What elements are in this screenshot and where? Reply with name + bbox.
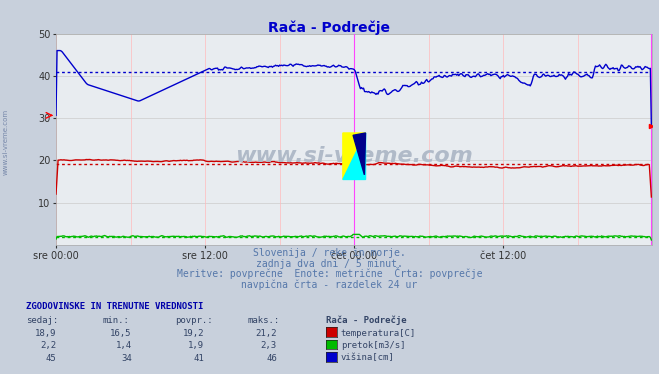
Text: 18,9: 18,9	[34, 329, 56, 338]
Text: 2,3: 2,3	[261, 341, 277, 350]
Text: ZGODOVINSKE IN TRENUTNE VREDNOSTI: ZGODOVINSKE IN TRENUTNE VREDNOSTI	[26, 301, 204, 310]
Polygon shape	[343, 133, 366, 180]
Text: Meritve: povprečne  Enote: metrične  Črta: povprečje: Meritve: povprečne Enote: metrične Črta:…	[177, 267, 482, 279]
Text: www.si-vreme.com: www.si-vreme.com	[235, 146, 473, 166]
Text: pretok[m3/s]: pretok[m3/s]	[341, 341, 405, 350]
Text: Rača - Podrečje: Rača - Podrečje	[326, 315, 407, 325]
Text: povpr.:: povpr.:	[175, 316, 212, 325]
Text: 21,2: 21,2	[255, 329, 277, 338]
Text: www.si-vreme.com: www.si-vreme.com	[2, 109, 9, 175]
Text: 34: 34	[121, 353, 132, 362]
Text: 16,5: 16,5	[110, 329, 132, 338]
Polygon shape	[343, 133, 366, 180]
Text: 19,2: 19,2	[183, 329, 204, 338]
Text: zadnja dva dni / 5 minut.: zadnja dva dni / 5 minut.	[256, 259, 403, 269]
Text: 1,9: 1,9	[188, 341, 204, 350]
Text: sedaj:: sedaj:	[26, 316, 59, 325]
Text: 1,4: 1,4	[116, 341, 132, 350]
Text: maks.:: maks.:	[247, 316, 279, 325]
Text: Rača - Podrečje: Rača - Podrečje	[268, 21, 391, 35]
Text: temperatura[C]: temperatura[C]	[341, 329, 416, 338]
Text: 45: 45	[45, 353, 56, 362]
Text: min.:: min.:	[102, 316, 129, 325]
Text: 2,2: 2,2	[40, 341, 56, 350]
Polygon shape	[353, 133, 366, 175]
Text: Slovenija / reke in morje.: Slovenija / reke in morje.	[253, 248, 406, 258]
Text: 41: 41	[194, 353, 204, 362]
Text: višina[cm]: višina[cm]	[341, 353, 395, 362]
Text: navpična črta - razdelek 24 ur: navpična črta - razdelek 24 ur	[241, 279, 418, 289]
Text: 46: 46	[266, 353, 277, 362]
